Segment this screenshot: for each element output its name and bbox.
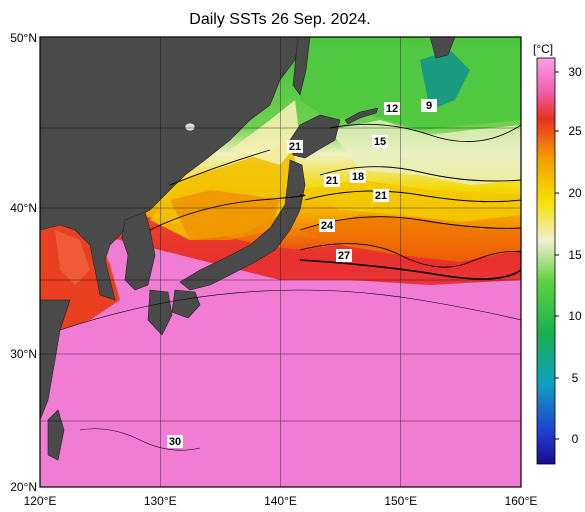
- isotherm-label-box: [336, 249, 352, 262]
- colorbar: [536, 57, 556, 465]
- isotherm-label: 18: [352, 171, 364, 183]
- lat-tick-label: 50°N: [10, 31, 37, 45]
- isotherm-label: 9: [426, 100, 432, 112]
- isotherm-label: 21: [326, 175, 338, 187]
- map-title: Daily SSTs 26 Sep. 2024.: [189, 11, 371, 28]
- isotherm-label: 30: [169, 436, 181, 448]
- lon-tick-label: 150°E: [384, 494, 417, 508]
- colorbar-tick-label: 20: [568, 186, 582, 200]
- isotherm-label-box: [319, 219, 335, 232]
- graticule: [40, 37, 521, 487]
- lon-tick-label: 130°E: [144, 494, 177, 508]
- isotherm-label: 21: [289, 141, 301, 153]
- isotherm-label-box: [324, 174, 340, 187]
- lon-tick-label: 160°E: [505, 494, 538, 508]
- isotherm-label-box: [167, 435, 183, 448]
- isotherm-label-box: [287, 140, 303, 153]
- lat-tick-label: 20°N: [10, 480, 37, 494]
- isotherm-label-box: [421, 99, 437, 112]
- lon-tick-label: 140°E: [264, 494, 297, 508]
- colorbar-tick-label: 15: [568, 248, 582, 262]
- isotherm-label-box: [384, 102, 400, 115]
- lon-tick-label: 120°E: [24, 494, 57, 508]
- isotherm-label-box: [350, 170, 366, 183]
- colorbar-unit: [°C]: [533, 42, 554, 56]
- map-frame: [39, 36, 522, 488]
- lat-tick-label: 30°N: [10, 347, 37, 361]
- colorbar-tick-label: 5: [572, 371, 579, 385]
- isotherm-label: 12: [386, 103, 398, 115]
- lat-tick-label: 40°N: [10, 201, 37, 215]
- isotherm-label-box: [372, 135, 388, 148]
- isotherm-label: 24: [321, 220, 334, 232]
- colorbar-tick-label: 30: [568, 65, 582, 79]
- isotherm-label: 15: [374, 136, 386, 148]
- isotherm-label-box: [373, 189, 389, 202]
- isotherm-label: 21: [375, 190, 387, 202]
- colorbar-tick-label: 25: [568, 124, 582, 138]
- colorbar-tick-label: 10: [568, 309, 582, 323]
- isotherms: [59, 123, 521, 451]
- colorbar-tick-label: 0: [572, 432, 579, 446]
- isotherm-label: 27: [338, 250, 350, 262]
